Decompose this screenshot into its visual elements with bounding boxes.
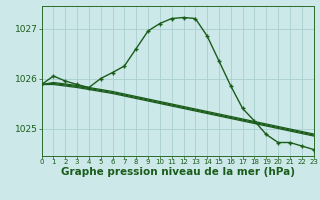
X-axis label: Graphe pression niveau de la mer (hPa): Graphe pression niveau de la mer (hPa): [60, 167, 295, 177]
